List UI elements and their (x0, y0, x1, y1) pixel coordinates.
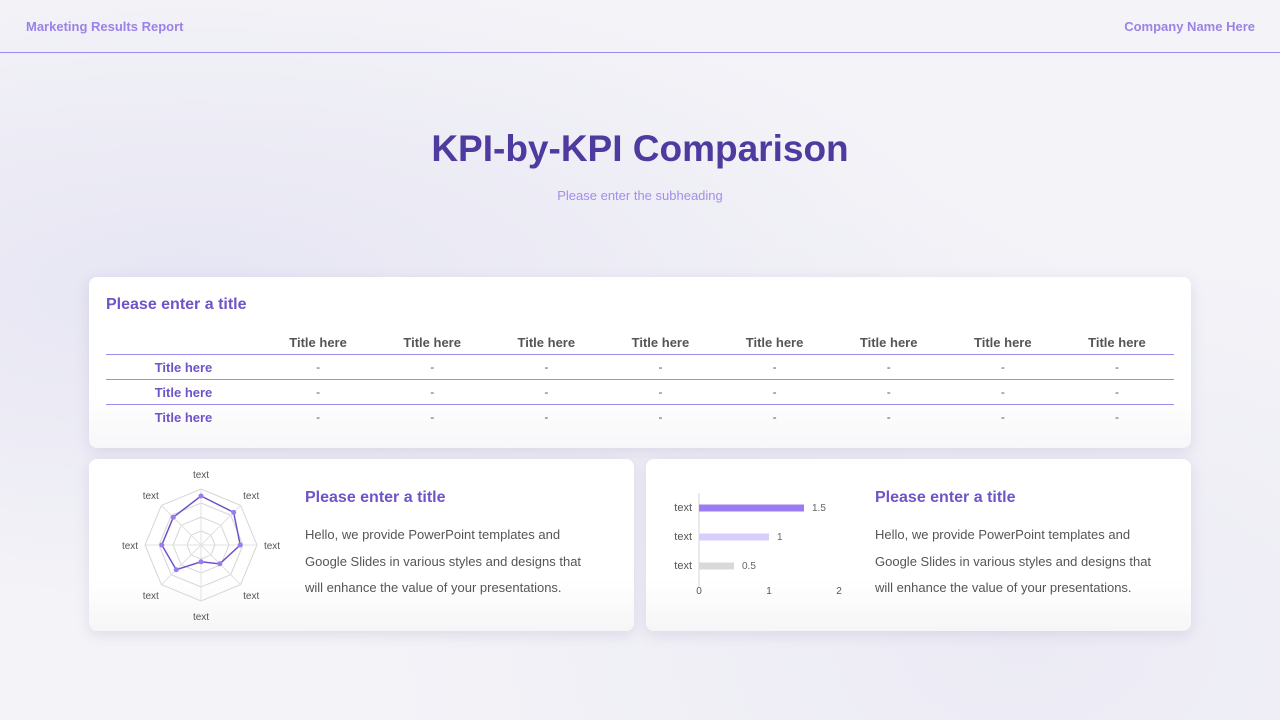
radar-axis-spoke (161, 505, 202, 546)
table-cell: - (544, 410, 549, 424)
radar-axis-label: text (193, 612, 209, 623)
table-cell: - (489, 379, 604, 405)
table-row: Title here - - - - - - - - (106, 379, 1174, 405)
bar (699, 533, 769, 541)
radar-axis-label: text (122, 541, 138, 552)
column-header: Title here (717, 330, 832, 355)
table-cell: - (261, 354, 376, 380)
radar-axis-spoke (161, 544, 202, 585)
bar-x-tick-label: 0 (696, 586, 702, 597)
radar-card-body: Hello, we provide PowerPoint templates a… (305, 527, 582, 595)
table-cell: - (945, 379, 1060, 405)
radar-data-point (173, 567, 179, 573)
kpi-table: Title here Title here Title here Title h… (106, 330, 1174, 429)
row-header: Title here (106, 354, 261, 380)
kpi-table-card: Please enter a title Title here Title he… (89, 277, 1191, 448)
radar-axis-label: text (193, 470, 209, 481)
radar-data-point (237, 542, 243, 548)
row-header: Title here (154, 409, 213, 425)
kpi-table-title: Please enter a title (106, 296, 247, 313)
table-cell: - (658, 410, 663, 424)
table-row: Title here - - - - - - - - (106, 405, 1174, 430)
bar-category-label: text (674, 502, 692, 514)
table-row: Title here - - - - - - - - (106, 354, 1174, 380)
table-cell: - (261, 379, 376, 405)
bar-data-label: 1.5 (812, 503, 826, 514)
radar-data-point (198, 559, 204, 565)
table-cell: - (1000, 410, 1005, 424)
table-cell: - (375, 379, 490, 405)
bar-x-tick-label: 1 (766, 586, 772, 597)
bar-card-body: Hello, we provide PowerPoint templates a… (875, 527, 1152, 595)
radar-data-point (217, 561, 223, 567)
column-header: Title here (603, 330, 718, 355)
radar-data-point (159, 542, 165, 548)
table-cell: - (717, 354, 832, 380)
table-cell: - (1114, 410, 1119, 424)
bar-data-label: 0.5 (742, 561, 756, 572)
table-cell: - (831, 379, 946, 405)
bar (699, 504, 804, 512)
radar-chart: text text text text text text text text (122, 470, 280, 623)
bar-category-label: text (674, 560, 692, 572)
radar-axis-label: text (264, 541, 280, 552)
bar-card: text 1.5 text 1 text 0.5 0 1 2 Please enter a ti… (646, 459, 1191, 631)
column-header: Title here (831, 330, 946, 355)
radar-axis-label: text (243, 591, 259, 602)
table-cell: - (316, 410, 321, 424)
report-name: Marketing Results Report (26, 19, 184, 34)
column-header (106, 330, 261, 355)
bar-x-tick-label: 2 (836, 586, 842, 597)
table-cell: - (886, 410, 891, 424)
column-header: Title here (375, 330, 490, 355)
bar-card-title: Please enter a title (875, 489, 1016, 506)
table-cell: - (489, 354, 604, 380)
bar-chart: text 1.5 text 1 text 0.5 0 1 2 (674, 493, 842, 597)
bar-category-label: text (674, 531, 692, 543)
table-cell: - (430, 410, 435, 424)
radar-data-point (198, 493, 204, 499)
radar-axis-label: text (143, 491, 159, 502)
row-header: Title here (106, 379, 261, 405)
table-cell: - (603, 354, 718, 380)
radar-axis-label: text (143, 591, 159, 602)
table-cell: - (1059, 354, 1174, 380)
column-header: Title here (261, 330, 376, 355)
radar-card: text text text text text text text text Please … (89, 459, 634, 631)
page-title: KPI-by-KPI Comparison (431, 128, 849, 169)
radar-card-title: Please enter a title (305, 489, 446, 506)
column-header: Title here (489, 330, 604, 355)
table-cell: - (603, 379, 718, 405)
company-name: Company Name Here (1124, 19, 1255, 34)
table-cell: - (945, 354, 1060, 380)
table-cell: - (717, 379, 832, 405)
radar-axis-label: text (243, 491, 259, 502)
table-cell: - (1059, 379, 1174, 405)
table-cell: - (375, 354, 490, 380)
radar-data-point (231, 509, 237, 515)
table-cell: - (772, 410, 777, 424)
page-subheading: Please enter the subheading (557, 188, 723, 203)
kpi-table-header-row: Title here Title here Title here Title h… (106, 330, 1174, 355)
column-header: Title here (945, 330, 1060, 355)
table-cell: - (831, 354, 946, 380)
header-bar: Marketing Results Report Company Name He… (0, 0, 1280, 53)
bar (699, 562, 734, 570)
column-header: Title here (1059, 330, 1174, 355)
bar-data-label: 1 (777, 532, 783, 543)
radar-data-point (170, 514, 176, 520)
